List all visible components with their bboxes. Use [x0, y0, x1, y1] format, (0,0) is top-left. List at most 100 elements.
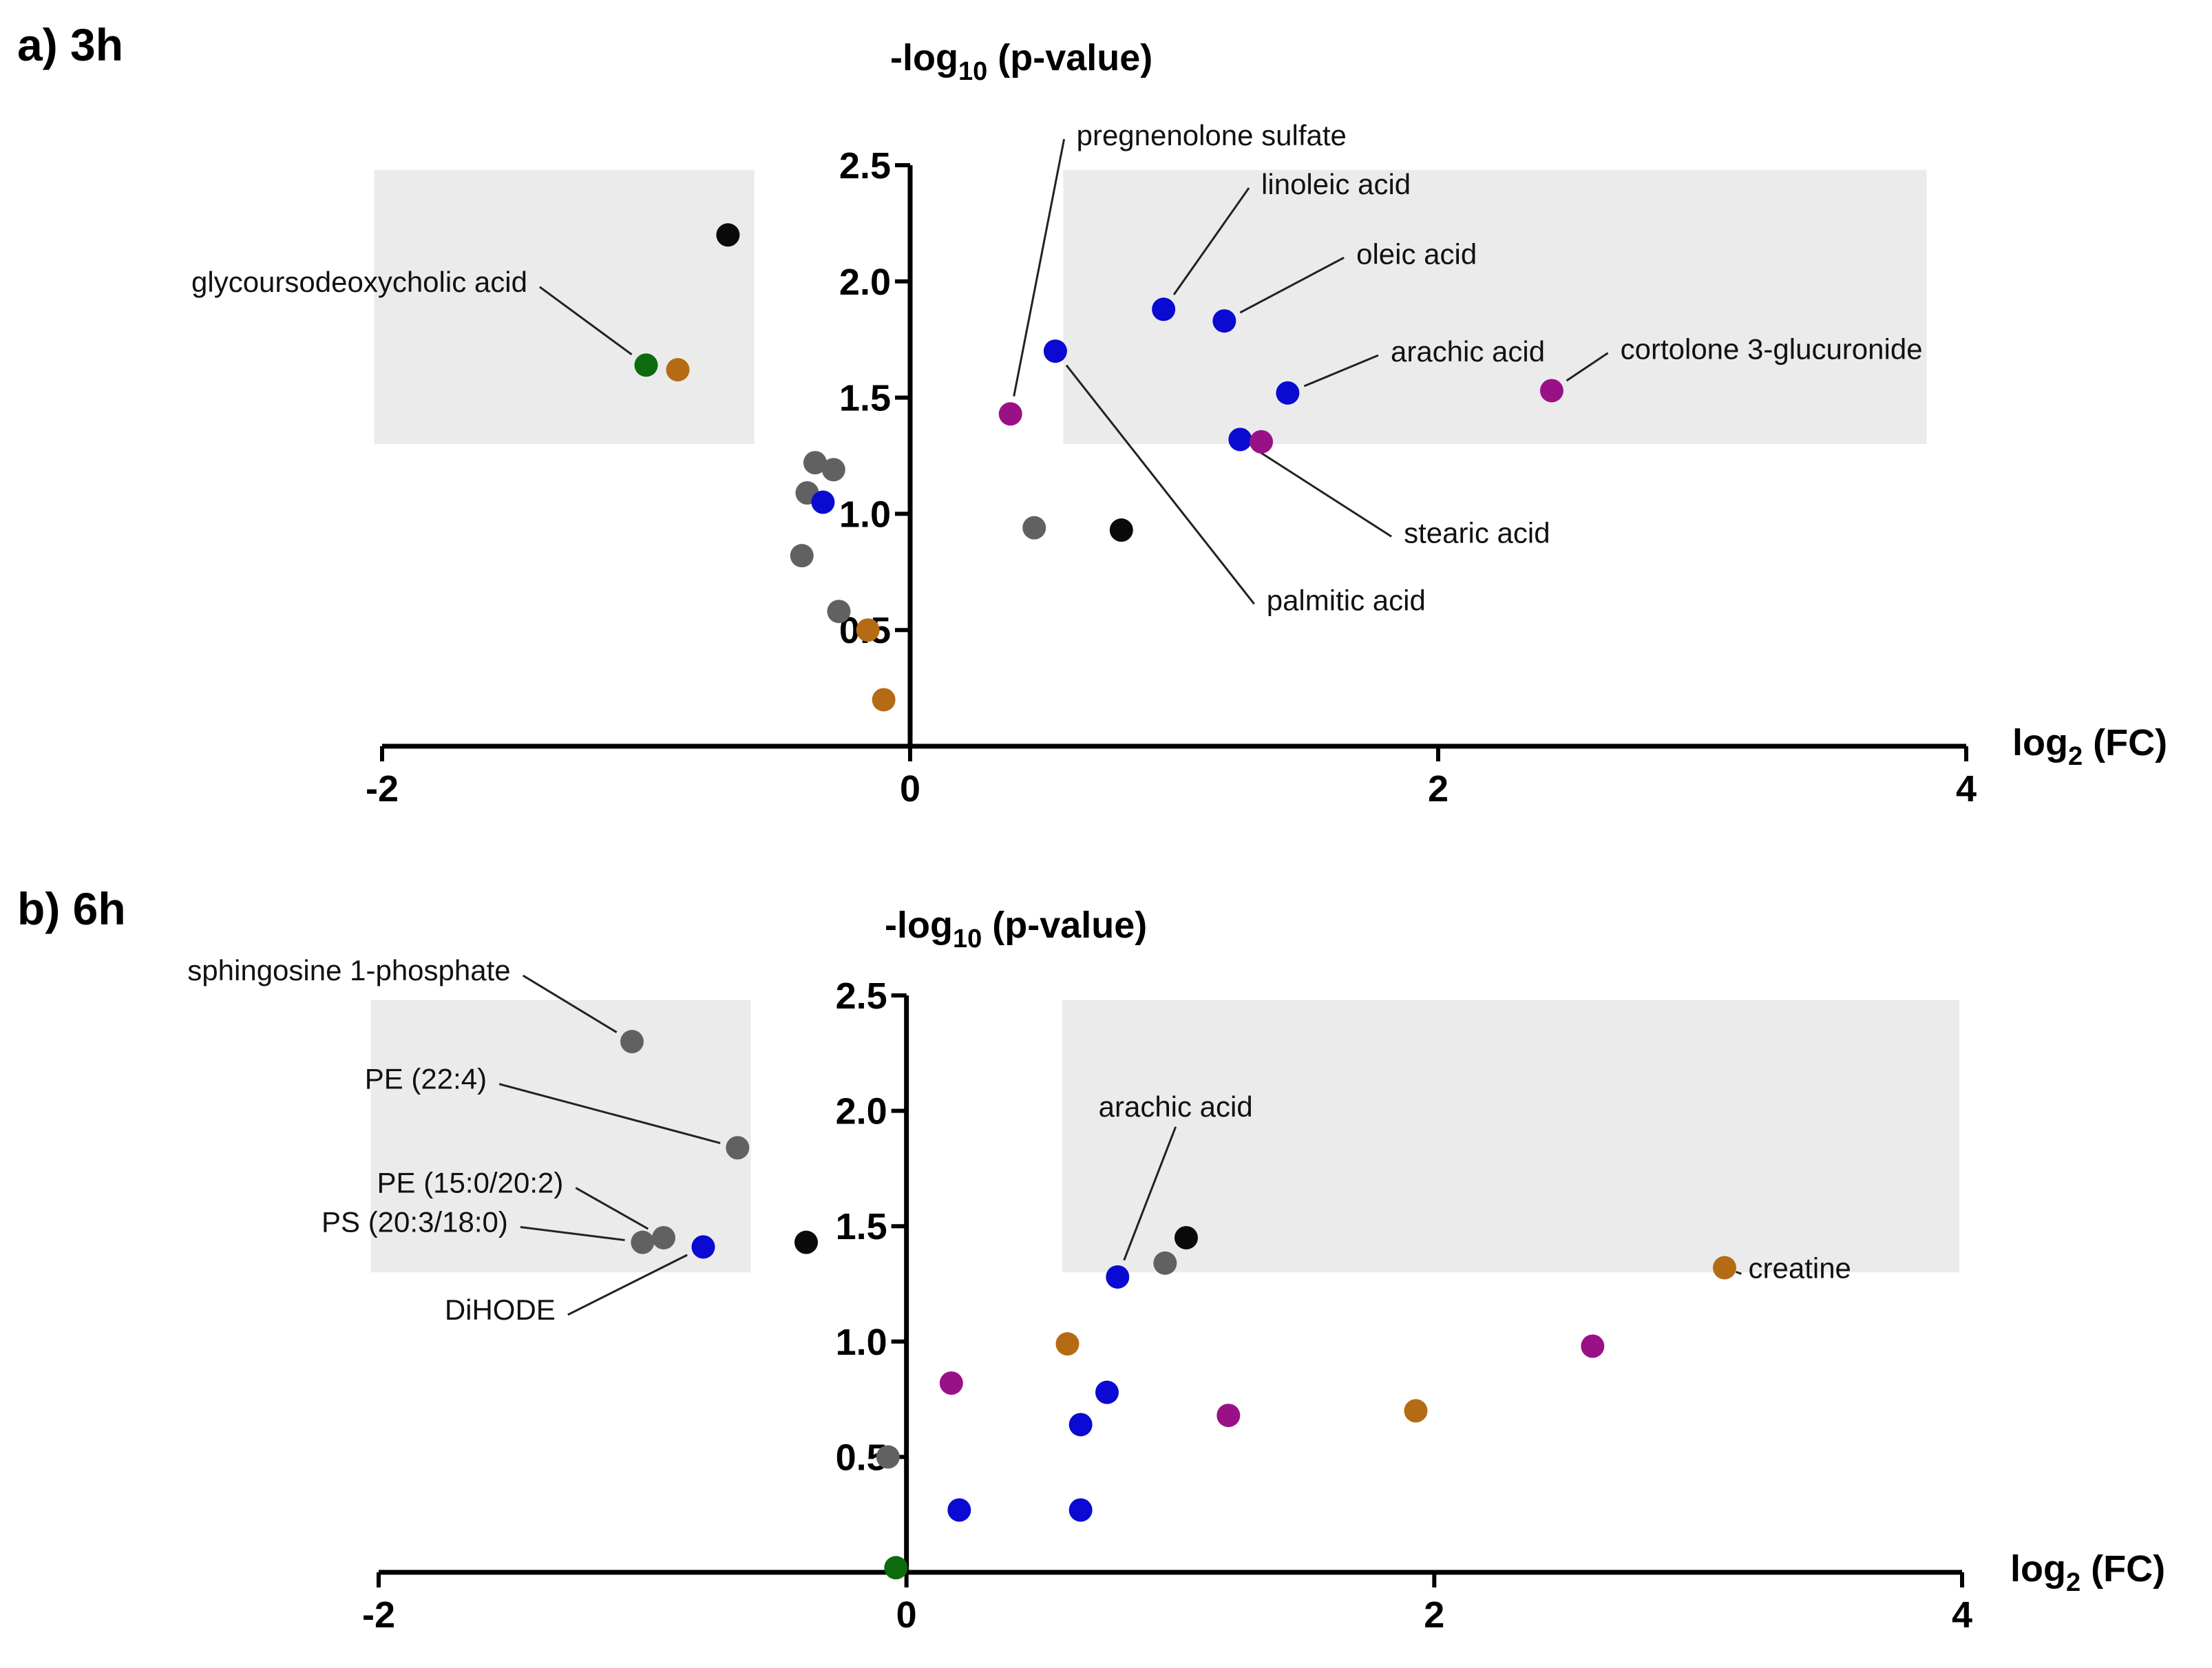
data-point-grey	[1153, 1251, 1177, 1275]
y-tick-label: 1.0	[839, 494, 891, 535]
y-axis-title: -log10 (p-value)	[890, 37, 1152, 86]
y-axis-title: -log10 (p-value)	[885, 905, 1147, 953]
data-points	[620, 1030, 1736, 1580]
data-point-blue	[1106, 1265, 1130, 1289]
y-axis-title-sub: 10	[958, 57, 987, 86]
annotations: sphingosine 1-phosphate PE (22:4) PE (15:0…	[187, 954, 1851, 1326]
y-tick-label: 2.5	[836, 975, 887, 1017]
data-point-blue	[1068, 1498, 1093, 1522]
highlight-regions	[374, 169, 1927, 445]
data-point-orange	[872, 688, 896, 712]
data-point-orange	[1404, 1399, 1428, 1423]
x-axis-title-rest: (FC)	[2081, 1548, 2165, 1590]
data-point-grey	[876, 1445, 900, 1469]
x-tick-label: 0	[900, 768, 920, 810]
significance-region	[374, 169, 755, 445]
annotation-label: arachic acid	[1099, 1090, 1253, 1123]
data-point-orange	[1713, 1256, 1736, 1280]
y-axis-title-rest: (p-value)	[987, 37, 1152, 78]
data-point-grey	[652, 1225, 675, 1249]
y-tick-label: 1.5	[836, 1206, 887, 1247]
data-point-purple	[998, 402, 1022, 426]
data-point-blue	[1152, 297, 1176, 321]
data-point-purple	[1539, 379, 1563, 403]
y-tick-label: 2.5	[839, 145, 891, 187]
data-point-blue	[1276, 381, 1300, 405]
data-point-black	[716, 223, 740, 247]
annotation-leader-line	[1172, 187, 1250, 295]
data-point-grey	[803, 451, 827, 475]
annotation-leader-line	[1123, 1126, 1177, 1261]
annotation-label: PE (15:0/20:2)	[377, 1167, 564, 1199]
annotation-label: PS (20:3/18:0)	[322, 1205, 508, 1238]
data-point-green	[634, 353, 658, 377]
panel-6h: b) 6h -2 0 2 40.51.01.52.02.5 sphingosine 1…	[17, 883, 2165, 1636]
annotation-leader-line	[522, 974, 618, 1033]
x-axis-title-rest: (FC)	[2083, 722, 2167, 763]
significance-region	[370, 1000, 751, 1273]
data-point-grey	[726, 1136, 750, 1160]
y-tick-label: 1.0	[836, 1322, 887, 1363]
x-tick-label: -2	[366, 768, 399, 810]
data-point-grey	[821, 458, 845, 482]
x-axis-title: log2 (FC)	[2010, 1548, 2165, 1597]
x-tick-label: 4	[1952, 1594, 1972, 1636]
annotation-leaders	[498, 974, 1742, 1316]
annotation-label: DiHODE	[445, 1294, 556, 1326]
annotation-label: cortolone 3-glucuronide	[1621, 333, 1923, 366]
significance-region	[1062, 1000, 1960, 1273]
annotation-label: pregnenolone sulfate	[1077, 119, 1347, 151]
annotation-leader-line	[575, 1187, 649, 1230]
annotation-leader-line	[1013, 138, 1066, 397]
data-point-blue	[1095, 1380, 1119, 1404]
annotation-leader-line	[1254, 448, 1392, 538]
data-point-grey	[827, 600, 851, 624]
x-axis-title-sub: 2	[2068, 742, 2083, 771]
annotation-label: palmitic acid	[1267, 584, 1426, 616]
x-tick-label: -2	[362, 1594, 395, 1636]
annotation-leaders	[539, 138, 1609, 605]
data-point-purple	[939, 1371, 963, 1395]
data-point-blue	[811, 490, 835, 514]
annotation-leader-line	[1566, 352, 1609, 382]
annotation-label: oleic acid	[1356, 237, 1477, 270]
x-tick-label: 0	[896, 1594, 917, 1636]
x-axis-title-main: log	[2012, 722, 2068, 763]
annotation-leader-line	[1303, 354, 1379, 388]
annotation-label: PE (22:4)	[365, 1063, 487, 1095]
y-axis-title-rest: (p-value)	[982, 905, 1147, 946]
data-point-grey	[620, 1030, 644, 1054]
data-point-grey	[1022, 516, 1046, 540]
x-tick-label: 2	[1424, 1594, 1444, 1636]
annotation-leader-line	[520, 1226, 625, 1241]
y-tick-label: 2.0	[836, 1091, 887, 1132]
data-point-orange	[856, 618, 880, 642]
significance-region	[1063, 169, 1927, 445]
data-point-blue	[1212, 309, 1236, 333]
data-point-black	[1109, 518, 1133, 542]
annotation-leader-line	[1239, 256, 1345, 314]
annotation-leader-line	[1735, 1271, 1742, 1275]
y-axis-title-main: -log	[885, 905, 953, 946]
data-point-grey	[790, 544, 814, 568]
annotation-leader-line	[1065, 364, 1255, 605]
panel-label: a) 3h	[17, 19, 123, 70]
data-point-blue	[691, 1235, 715, 1259]
y-axis-title-main: -log	[890, 37, 958, 78]
annotation-label: linoleic acid	[1261, 168, 1411, 200]
annotation-leader-line	[498, 1083, 721, 1144]
x-axis-title-main: log	[2010, 1548, 2066, 1590]
y-tick-label: 2.0	[839, 262, 891, 303]
x-axis-title-sub: 2	[2066, 1568, 2081, 1597]
data-point-orange	[666, 358, 690, 382]
x-axis-title: log2 (FC)	[2012, 722, 2167, 771]
data-point-blue	[1043, 339, 1067, 363]
data-point-orange	[1055, 1332, 1079, 1356]
data-point-blue	[1228, 427, 1252, 452]
data-point-purple	[1581, 1334, 1605, 1358]
data-points	[634, 223, 1563, 712]
y-axis-title-sub: 10	[953, 925, 982, 953]
